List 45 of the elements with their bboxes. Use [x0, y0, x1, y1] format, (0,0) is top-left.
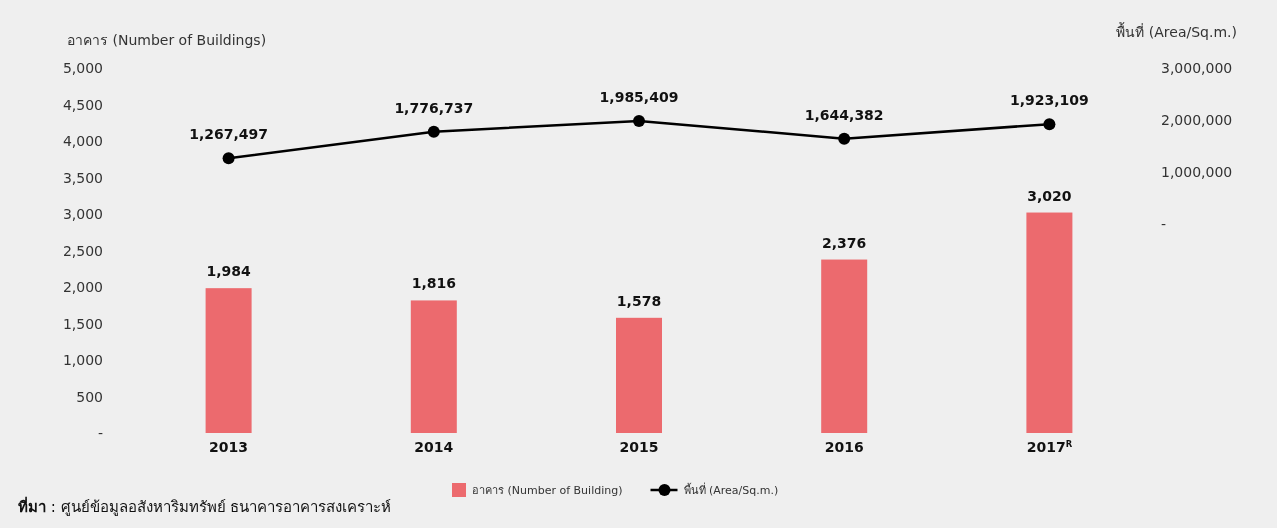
- data-label: 1,816: [411, 275, 456, 292]
- data-label: 1,644,382: [804, 106, 884, 123]
- text: ที่มา : ศูนย์ข้อมูลอสังหาริมทรัพย์ ธนาคารอาคารสงเคราะห์: [18, 496, 392, 516]
- legend-label: อาคาร (Number of Building): [472, 484, 623, 497]
- y2-tick-label: -: [1161, 216, 1167, 233]
- x-tick-label: 2016: [824, 439, 864, 455]
- point: [1043, 118, 1056, 131]
- point: [838, 132, 851, 145]
- y-tick-label: 500: [76, 388, 103, 405]
- y-axis-title: อาคาร (Number of Buildings): [67, 32, 267, 48]
- y-tick-label: 2,500: [62, 242, 103, 259]
- point: [222, 152, 235, 165]
- bar: [821, 259, 868, 433]
- y2-tick-label: 3,000,000: [1161, 60, 1233, 76]
- y-tick-label: 1,000: [62, 352, 103, 368]
- point: [633, 114, 645, 127]
- y-tick-label: 2,000: [62, 279, 103, 295]
- data-label: 1,578: [616, 292, 662, 309]
- y-tick-label: 4,000: [62, 133, 103, 149]
- x-tick-label: 2014: [414, 439, 454, 455]
- bar: [616, 317, 662, 433]
- data-label: 1,985,409: [599, 88, 679, 105]
- data-label: 1,267,497: [189, 126, 269, 143]
- y2-tick-label: 2,000,000: [1161, 112, 1233, 129]
- point: [427, 125, 440, 138]
- bar: [1026, 212, 1073, 433]
- y-tick-label: 5,000: [62, 60, 103, 76]
- data-label: 1,923,109: [1009, 92, 1089, 109]
- data-label: 3,020: [1027, 187, 1072, 204]
- y-tick-label: -: [97, 425, 103, 441]
- data-label: 1,776,737: [394, 99, 474, 116]
- y2-axis-title: พื้นที่ (Area/Sq.m.): [1116, 22, 1237, 40]
- data-label: 1,984: [206, 263, 251, 280]
- data-label: 2,376: [822, 234, 867, 251]
- y-tick-label: 4,500: [62, 96, 103, 113]
- x-tick-label: 2017$^{R}$: [1026, 439, 1073, 455]
- x-tick-label: 2015: [619, 439, 659, 455]
- bar: [410, 300, 457, 433]
- legend-label: พื้นที่ (Area/Sq.m.): [683, 482, 779, 497]
- x-tick-label: 2013: [209, 439, 249, 455]
- y-tick-label: 3,500: [62, 169, 103, 186]
- bar: [205, 288, 252, 433]
- y-tick-label: 1,500: [62, 315, 103, 332]
- y-tick-label: 3,000: [62, 206, 103, 222]
- y2-tick-label: 1,000,000: [1161, 164, 1233, 181]
